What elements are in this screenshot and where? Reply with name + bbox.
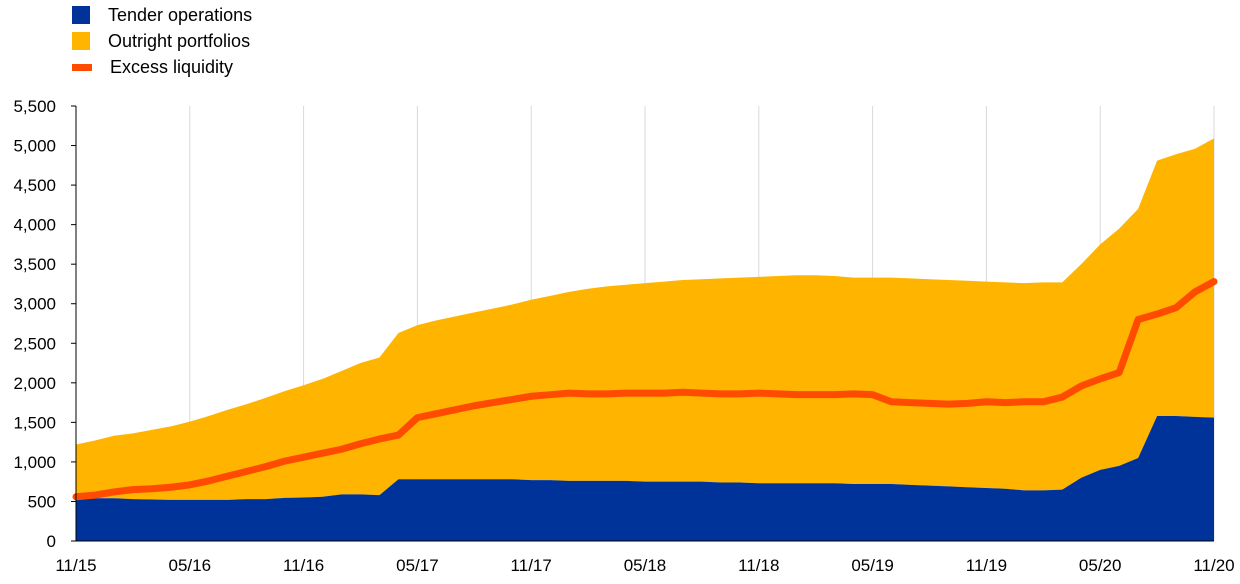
legend-item-outright: Outright portfolios — [72, 28, 252, 54]
legend: Tender operations Outright portfolios Ex… — [72, 2, 252, 80]
y-tick-label: 2,000 — [13, 374, 56, 393]
x-tick-label: 11/19 — [966, 556, 1007, 575]
y-tick-label: 1,500 — [13, 413, 56, 432]
y-tick-label: 2,500 — [13, 334, 56, 353]
y-tick-label: 3,000 — [13, 295, 56, 314]
x-tick-label: 05/18 — [624, 556, 667, 575]
y-tick-label: 4,500 — [13, 176, 56, 195]
y-tick-label: 1,000 — [13, 453, 56, 472]
x-tick-label: 11/16 — [283, 556, 324, 575]
legend-label-excess: Excess liquidity — [110, 56, 234, 77]
area-layer — [76, 138, 1214, 541]
outright-portfolios-area — [76, 138, 1214, 500]
legend-swatch-excess — [72, 63, 92, 71]
legend-item-excess: Excess liquidity — [72, 54, 252, 80]
y-tick-label: 5,000 — [13, 137, 56, 156]
x-tick-label: 05/20 — [1079, 556, 1122, 575]
legend-label-outright: Outright portfolios — [108, 30, 251, 51]
excess-liquidity-line — [72, 278, 1218, 501]
tender-operations-area — [76, 416, 1214, 541]
x-tick-label: 11/15 — [55, 556, 96, 575]
y-tick-label: 0 — [47, 532, 56, 551]
legend-swatch-outright — [72, 32, 90, 50]
y-tick-label: 3,500 — [13, 255, 56, 274]
x-tick-label: 11/17 — [511, 556, 552, 575]
x-tick-label: 11/20 — [1193, 556, 1234, 575]
y-tick-label: 4,000 — [13, 216, 56, 235]
axis-layer: 11/15 05/16 11/16 05/17 11/17 05/18 11/18 05/19… — [13, 97, 1234, 575]
x-tick-label: 05/16 — [169, 556, 212, 575]
x-tick-label: 11/18 — [738, 556, 779, 575]
legend-item-tender: Tender operations — [72, 2, 252, 28]
x-tick-label: 05/19 — [851, 556, 894, 575]
y-tick-label: 500 — [28, 492, 56, 511]
y-tick-label: 5,500 — [13, 97, 56, 116]
legend-label-tender: Tender operations — [108, 4, 253, 25]
x-tick-label: 05/17 — [396, 556, 439, 575]
line-layer — [72, 278, 1218, 501]
legend-swatch-tender — [72, 6, 90, 24]
